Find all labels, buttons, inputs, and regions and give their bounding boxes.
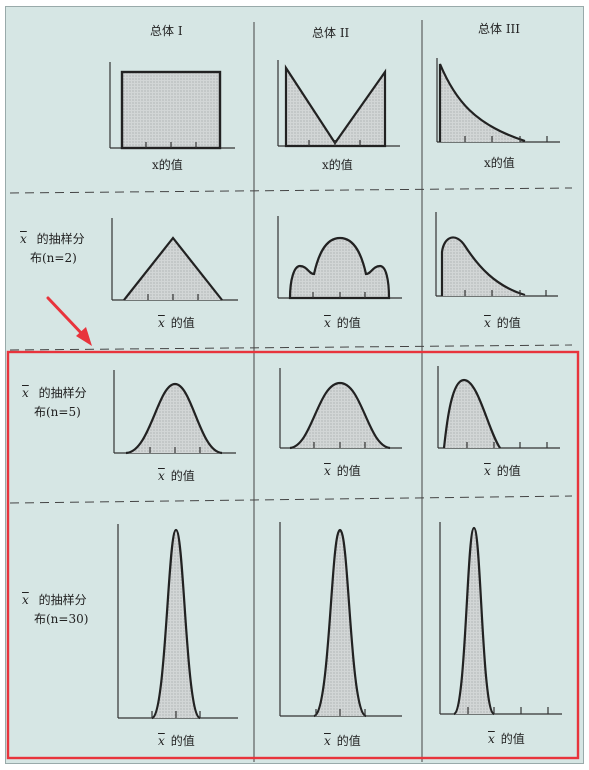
axis-label-r4-c2: x 的值: [324, 734, 361, 748]
n5-population-1-curve: [113, 370, 236, 455]
n30-population-3-curve: [439, 522, 562, 716]
row-label-n2-line1: 的抽样分: [36, 232, 85, 246]
xbar-symbol: x: [324, 734, 331, 748]
xbar-symbol: x: [484, 316, 491, 330]
xbar-symbol: x: [324, 316, 331, 330]
row-divider-3: [9, 495, 573, 504]
n2-population-1-triangle: [111, 218, 238, 301]
axis-label-r4-c3: x 的值: [488, 732, 525, 746]
axis-label-r1-c1: x的值: [152, 158, 183, 172]
axis-label-r3-c1: x 的值: [158, 469, 195, 483]
population-1-uniform: [109, 62, 235, 150]
n5-population-2-curve: [279, 368, 402, 450]
arrow-icon: [46, 296, 92, 346]
row-label-n30-line1: 的抽样分: [38, 593, 87, 607]
header-population-2: 总体 II: [312, 26, 350, 40]
population-3-exponential: [436, 58, 560, 143]
axis-label-r3-c3: x 的值: [484, 464, 521, 478]
n5-population-3-curve: [437, 366, 560, 449]
row-label-n2: x 的抽样分: [20, 232, 85, 246]
row-label-n5-line1: 的抽样分: [38, 386, 87, 400]
xbar-symbol: x: [20, 232, 27, 246]
xbar-symbol: x: [22, 593, 29, 607]
xbar-symbol: x: [484, 464, 491, 478]
row-label-n30-line2: 布(n=30): [34, 612, 89, 626]
highlight-box: [6, 350, 580, 760]
n30-population-1-curve: [117, 524, 238, 720]
xbar-symbol: x: [158, 316, 165, 330]
axis-label-r3-c2: x 的值: [324, 464, 361, 478]
row-divider-2: [9, 344, 573, 351]
row-label-n30: x 的抽样分: [22, 593, 87, 607]
row-label-n5-line2: 布(n=5): [34, 405, 81, 419]
axis-label-text: 的值: [496, 316, 521, 330]
axis-label-text: 的值: [170, 734, 195, 748]
axis-label-r4-c1: x 的值: [158, 734, 195, 748]
xbar-symbol: x: [488, 732, 495, 746]
header-population-1: 总体 I: [150, 24, 183, 38]
axis-label-r2-c1: x 的值: [158, 316, 195, 330]
xbar-symbol: x: [22, 386, 29, 400]
row-label-n5: x 的抽样分: [22, 386, 87, 400]
axis-label-r1-c2: x的值: [322, 158, 353, 172]
axis-label-text: 的值: [336, 464, 361, 478]
row-label-n2-line2: 布(n=2): [30, 251, 77, 265]
axis-label-text: 的值: [336, 734, 361, 748]
xbar-symbol: x: [158, 734, 165, 748]
xbar-symbol: x: [158, 469, 165, 483]
n2-population-3-skewed: [435, 212, 558, 297]
population-2-v-shape: [277, 60, 400, 148]
n30-population-2-curve: [279, 522, 402, 718]
axis-label-text: 的值: [500, 732, 525, 746]
row-divider-1: [9, 187, 573, 194]
axis-label-text: 的值: [170, 316, 195, 330]
axis-label-r2-c2: x 的值: [324, 316, 361, 330]
axis-label-text: 的值: [496, 464, 521, 478]
n2-population-2-trimodal: [277, 216, 402, 300]
axis-label-r1-c3: x的值: [484, 156, 515, 170]
axis-label-text: 的值: [336, 316, 361, 330]
xbar-symbol: x: [324, 464, 331, 478]
axis-label-r2-c3: x 的值: [484, 316, 521, 330]
axis-label-text: 的值: [170, 469, 195, 483]
header-population-3: 总体 III: [478, 22, 521, 36]
